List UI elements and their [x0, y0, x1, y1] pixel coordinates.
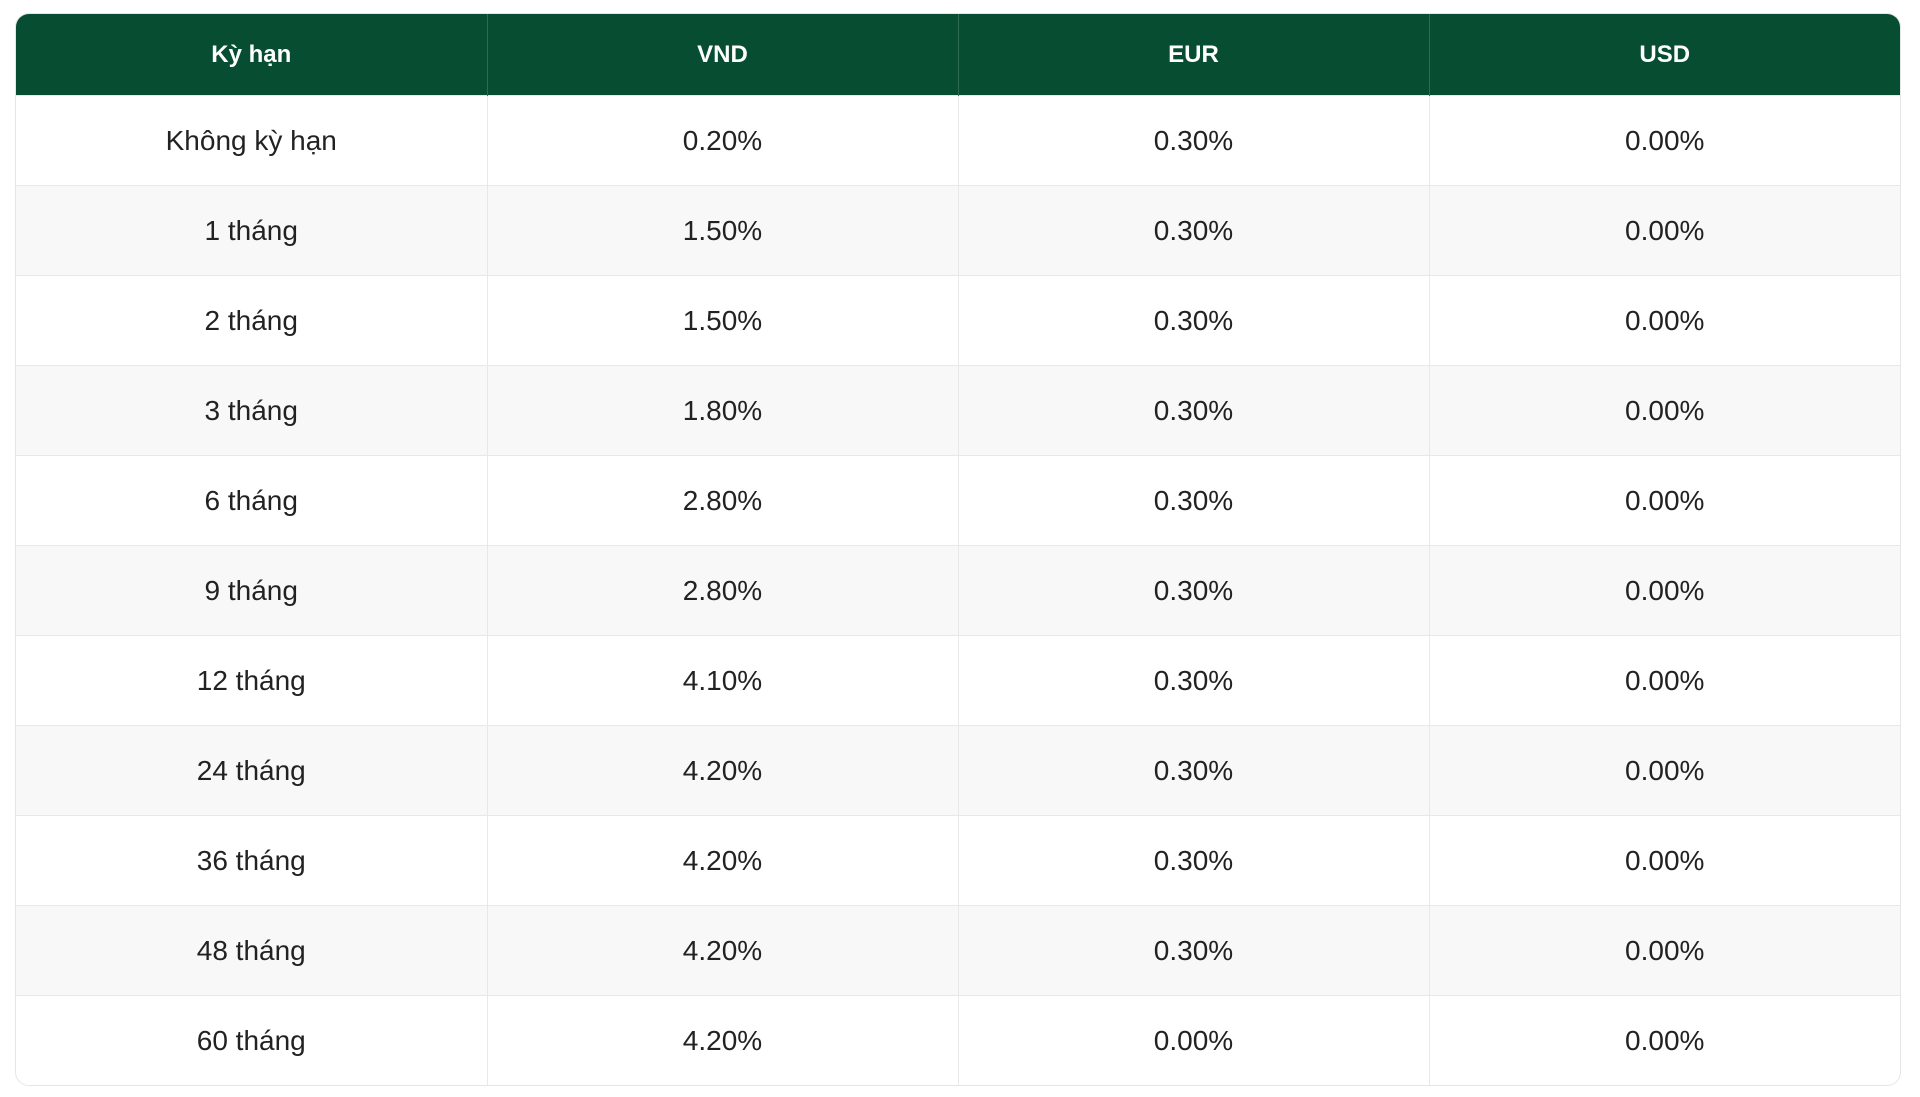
header-cell: USD — [1429, 14, 1900, 96]
term-cell: 12 tháng — [16, 635, 488, 726]
rate-cell: 0.00% — [1429, 365, 1900, 456]
rate-cell: 0.00% — [1429, 815, 1900, 906]
rate-cell: 0.00% — [1429, 185, 1900, 276]
rate-cell: 0.30% — [958, 95, 1430, 186]
rate-cell: 0.00% — [1429, 275, 1900, 366]
rate-cell: 4.20% — [487, 725, 959, 816]
table-row: 24 tháng 4.20% 0.30% 0.00% — [16, 725, 1900, 816]
table-row: 6 tháng 2.80% 0.30% 0.00% — [16, 455, 1900, 546]
rate-cell: 0.30% — [958, 365, 1430, 456]
header-cell: Kỳ hạn — [16, 14, 488, 96]
rate-cell: 0.30% — [958, 725, 1430, 816]
rate-cell: 0.00% — [1429, 635, 1900, 726]
term-cell: 6 tháng — [16, 455, 488, 546]
table-body: Không kỳ hạn 0.20% 0.30% 0.00% 1 tháng 1.50% 0… — [16, 95, 1900, 1085]
term-cell: 48 tháng — [16, 905, 488, 996]
term-cell: 1 tháng — [16, 185, 488, 276]
rate-cell: 0.30% — [958, 275, 1430, 366]
rate-cell: 0.20% — [487, 95, 959, 186]
term-cell: 9 tháng — [16, 545, 488, 636]
header-row: Kỳ hạn VND EUR USD — [16, 14, 1900, 96]
rate-cell: 4.20% — [487, 815, 959, 906]
table-row: 2 tháng 1.50% 0.30% 0.00% — [16, 275, 1900, 366]
term-cell: Không kỳ hạn — [16, 95, 488, 186]
table-row: 36 tháng 4.20% 0.30% 0.00% — [16, 815, 1900, 906]
table-row: Không kỳ hạn 0.20% 0.30% 0.00% — [16, 95, 1900, 186]
rate-cell: 0.00% — [1429, 95, 1900, 186]
rate-cell: 1.50% — [487, 275, 959, 366]
rate-cell: 4.20% — [487, 905, 959, 996]
rate-cell: 0.30% — [958, 545, 1430, 636]
rate-cell: 1.80% — [487, 365, 959, 456]
rate-cell: 4.10% — [487, 635, 959, 726]
rate-cell: 0.30% — [958, 905, 1430, 996]
rate-table: Kỳ hạn VND EUR USD Không kỳ hạn 0.20% 0.30% 0.… — [16, 14, 1900, 1085]
term-cell: 2 tháng — [16, 275, 488, 366]
table-container: Kỳ hạn VND EUR USD Không kỳ hạn 0.20% 0.30% 0.… — [15, 13, 1901, 1086]
rate-cell: 0.00% — [958, 995, 1430, 1085]
table-row: 48 tháng 4.20% 0.30% 0.00% — [16, 905, 1900, 996]
rate-cell: 2.80% — [487, 545, 959, 636]
rate-cell: 0.00% — [1429, 545, 1900, 636]
rate-cell: 0.30% — [958, 185, 1430, 276]
header-cell: VND — [487, 14, 959, 96]
term-cell: 3 tháng — [16, 365, 488, 456]
rate-cell: 0.30% — [958, 815, 1430, 906]
rate-cell: 4.20% — [487, 995, 959, 1085]
table-row: 60 tháng 4.20% 0.00% 0.00% — [16, 995, 1900, 1085]
table-row: 12 tháng 4.10% 0.30% 0.00% — [16, 635, 1900, 726]
header-cell: EUR — [958, 14, 1430, 96]
term-cell: 60 tháng — [16, 995, 488, 1085]
rate-cell: 0.30% — [958, 635, 1430, 726]
term-cell: 36 tháng — [16, 815, 488, 906]
table-row: 3 tháng 1.80% 0.30% 0.00% — [16, 365, 1900, 456]
table-row: 1 tháng 1.50% 0.30% 0.00% — [16, 185, 1900, 276]
rate-cell: 0.30% — [958, 455, 1430, 546]
rate-cell: 0.00% — [1429, 905, 1900, 996]
rate-cell: 0.00% — [1429, 725, 1900, 816]
rate-cell: 0.00% — [1429, 995, 1900, 1085]
rate-cell: 0.00% — [1429, 455, 1900, 546]
rate-cell: 2.80% — [487, 455, 959, 546]
rate-cell: 1.50% — [487, 185, 959, 276]
term-cell: 24 tháng — [16, 725, 488, 816]
table-row: 9 tháng 2.80% 0.30% 0.00% — [16, 545, 1900, 636]
table-head: Kỳ hạn VND EUR USD — [16, 14, 1900, 96]
